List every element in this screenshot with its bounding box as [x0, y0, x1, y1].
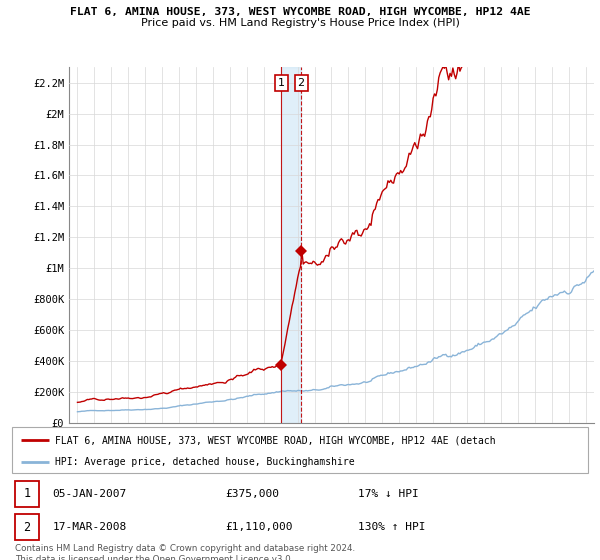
- Text: 2: 2: [298, 78, 305, 88]
- Text: 1: 1: [23, 487, 31, 501]
- Text: 2: 2: [23, 521, 31, 534]
- Text: HPI: Average price, detached house, Buckinghamshire: HPI: Average price, detached house, Buck…: [55, 457, 355, 466]
- Text: 1: 1: [278, 78, 285, 88]
- Bar: [281, 67, 301, 423]
- Text: 130% ↑ HPI: 130% ↑ HPI: [358, 522, 425, 532]
- Text: Price paid vs. HM Land Registry's House Price Index (HPI): Price paid vs. HM Land Registry's House …: [140, 18, 460, 29]
- Text: £375,000: £375,000: [225, 489, 279, 499]
- FancyBboxPatch shape: [15, 514, 39, 540]
- Text: Contains HM Land Registry data © Crown copyright and database right 2024.
This d: Contains HM Land Registry data © Crown c…: [15, 544, 355, 560]
- FancyBboxPatch shape: [15, 481, 39, 507]
- Text: FLAT 6, AMINA HOUSE, 373, WEST WYCOMBE ROAD, HIGH WYCOMBE, HP12 4AE (detach: FLAT 6, AMINA HOUSE, 373, WEST WYCOMBE R…: [55, 435, 496, 445]
- FancyBboxPatch shape: [12, 427, 588, 473]
- Text: 17% ↓ HPI: 17% ↓ HPI: [358, 489, 418, 499]
- Text: 17-MAR-2008: 17-MAR-2008: [52, 522, 127, 532]
- Text: FLAT 6, AMINA HOUSE, 373, WEST WYCOMBE ROAD, HIGH WYCOMBE, HP12 4AE: FLAT 6, AMINA HOUSE, 373, WEST WYCOMBE R…: [70, 7, 530, 17]
- Text: 05-JAN-2007: 05-JAN-2007: [52, 489, 127, 499]
- Text: £1,110,000: £1,110,000: [225, 522, 293, 532]
